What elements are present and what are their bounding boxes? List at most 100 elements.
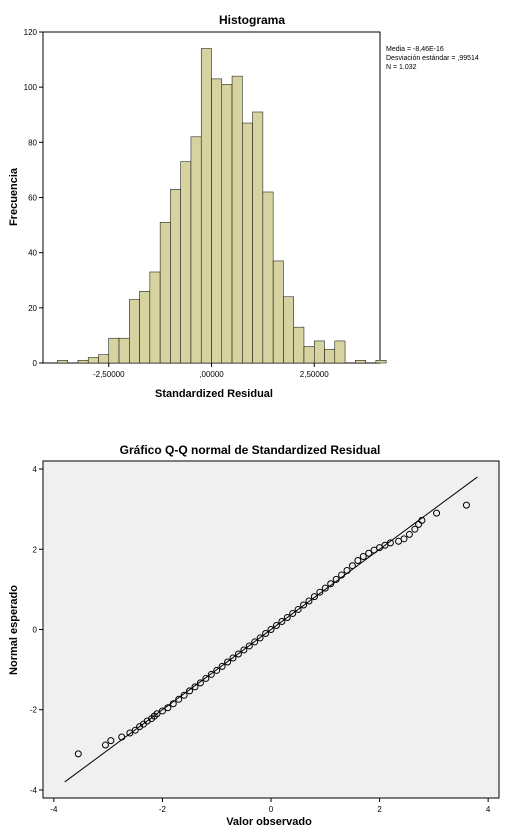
qq-point xyxy=(101,741,109,749)
histogram-bar xyxy=(242,122,253,364)
histogram-y-tick-label: 100 xyxy=(24,83,38,92)
histogram-y-tick-label: 80 xyxy=(28,138,37,147)
qq-point xyxy=(126,729,134,737)
histogram-bar xyxy=(334,340,346,364)
stats-n: N = 1.032 xyxy=(386,64,417,71)
histogram-bar xyxy=(180,161,192,364)
qq-point xyxy=(202,674,210,682)
histogram-bar xyxy=(57,359,68,364)
histogram-y-axis-label: Frecuencia xyxy=(8,167,20,226)
qq-point xyxy=(411,525,419,533)
qq-point xyxy=(213,666,221,674)
qq-reference-line xyxy=(64,476,478,783)
qq-point xyxy=(386,539,394,547)
qq-point xyxy=(158,707,166,715)
histogram-bar xyxy=(272,260,284,364)
histogram-bar xyxy=(170,188,181,364)
qq-point xyxy=(278,617,286,625)
qq-point xyxy=(107,737,115,745)
histogram-y-tick-label: 40 xyxy=(28,249,37,258)
qq-point xyxy=(327,580,335,588)
histogram-bar xyxy=(118,337,130,364)
qq-point xyxy=(316,588,324,596)
qq-point xyxy=(359,552,367,560)
qq-point xyxy=(245,642,253,650)
qq-point xyxy=(289,609,297,617)
histogram-bar xyxy=(129,299,140,364)
qq-x-tick-label: -2 xyxy=(159,805,167,814)
qq-reference-line-segment xyxy=(64,476,478,783)
qq-point xyxy=(74,750,82,758)
histogram-bar xyxy=(221,84,233,364)
qq-point xyxy=(267,626,275,633)
histogram-bar xyxy=(139,291,151,364)
histogram-bar xyxy=(303,346,315,364)
qq-point xyxy=(118,733,126,741)
histogram-y-tick-label: 20 xyxy=(28,304,37,313)
qq-point xyxy=(229,654,237,662)
histogram-y-tick-label: 0 xyxy=(33,359,38,368)
histogram-x-axis-label: Standardized Residual xyxy=(155,388,273,400)
qq-point xyxy=(256,634,264,642)
histogram-y-tick-label: 60 xyxy=(28,194,37,203)
qq-point xyxy=(224,658,232,666)
histogram-x-tick-label: ,00000 xyxy=(199,370,224,379)
qq-point xyxy=(207,670,215,678)
histogram-bar xyxy=(283,296,294,364)
qq-y-axis-label: Normal esperado xyxy=(8,585,20,675)
qq-x-tick-label: -4 xyxy=(50,805,58,814)
histogram-bar xyxy=(87,357,99,364)
qq-x-axis-label: Valor observado xyxy=(226,816,312,828)
qq-point xyxy=(405,530,413,538)
stats-std-dev: Desviación estándar = ,99514 xyxy=(386,55,479,62)
qq-x-tick-label: 0 xyxy=(269,805,274,814)
histogram-bar xyxy=(231,75,243,364)
histogram-bar xyxy=(313,340,325,364)
qq-x-tick-label: 4 xyxy=(486,805,491,814)
qq-point xyxy=(191,683,199,691)
histogram-chart: Histograma 0 20 40 60 80 100 120 -2,50000 ,00000… xyxy=(8,13,479,400)
qq-point xyxy=(310,593,318,601)
qq-point xyxy=(234,650,242,658)
qq-y-tick-label: 2 xyxy=(33,545,38,554)
histogram-bar xyxy=(211,78,223,364)
qq-point xyxy=(175,695,183,703)
qq-point xyxy=(272,621,280,629)
histogram-bar xyxy=(324,348,336,364)
qq-point xyxy=(262,630,270,638)
qq-point xyxy=(240,646,248,654)
histogram-title: Histograma xyxy=(219,13,285,27)
histogram-bar xyxy=(375,359,387,364)
histogram-bar xyxy=(252,111,264,364)
histogram-bar xyxy=(293,326,305,364)
histogram-axis-ticks: 0 20 40 60 80 100 120 -2,50000 ,00000 2,50000 xyxy=(24,28,330,379)
qq-point xyxy=(294,605,302,613)
qq-point xyxy=(343,567,351,575)
qq-points xyxy=(74,501,470,758)
qq-point xyxy=(462,501,470,509)
histogram-bar xyxy=(149,271,161,364)
qq-y-tick-label: 0 xyxy=(33,626,38,635)
qq-point xyxy=(131,726,139,734)
qq-point xyxy=(136,723,144,731)
qq-point xyxy=(332,575,340,583)
histogram-x-tick-label: 2,50000 xyxy=(300,370,329,379)
histogram-bar xyxy=(108,337,120,364)
qq-point xyxy=(321,584,329,592)
qq-point xyxy=(418,516,426,524)
histogram-bar xyxy=(190,136,202,364)
qq-point xyxy=(186,687,194,695)
qq-y-tick-label: 4 xyxy=(33,465,38,474)
histogram-bar xyxy=(159,222,171,364)
qq-axis-ticks: -4 -2 0 2 4 -4 -2 0 2 4 xyxy=(30,465,491,814)
qq-point xyxy=(153,710,161,718)
histogram-x-tick-label: -2,50000 xyxy=(93,370,125,379)
qq-point xyxy=(169,700,177,708)
qq-point xyxy=(164,704,172,712)
qq-plot-title: Gráfico Q-Q normal de Standardized Resid… xyxy=(120,443,381,457)
qq-point xyxy=(251,638,259,646)
histogram-y-tick-label: 120 xyxy=(24,28,38,37)
qq-plot-chart: Gráfico Q-Q normal de Standardized Resid… xyxy=(8,443,500,828)
qq-point xyxy=(348,562,356,570)
qq-y-tick-label: -4 xyxy=(30,786,38,795)
